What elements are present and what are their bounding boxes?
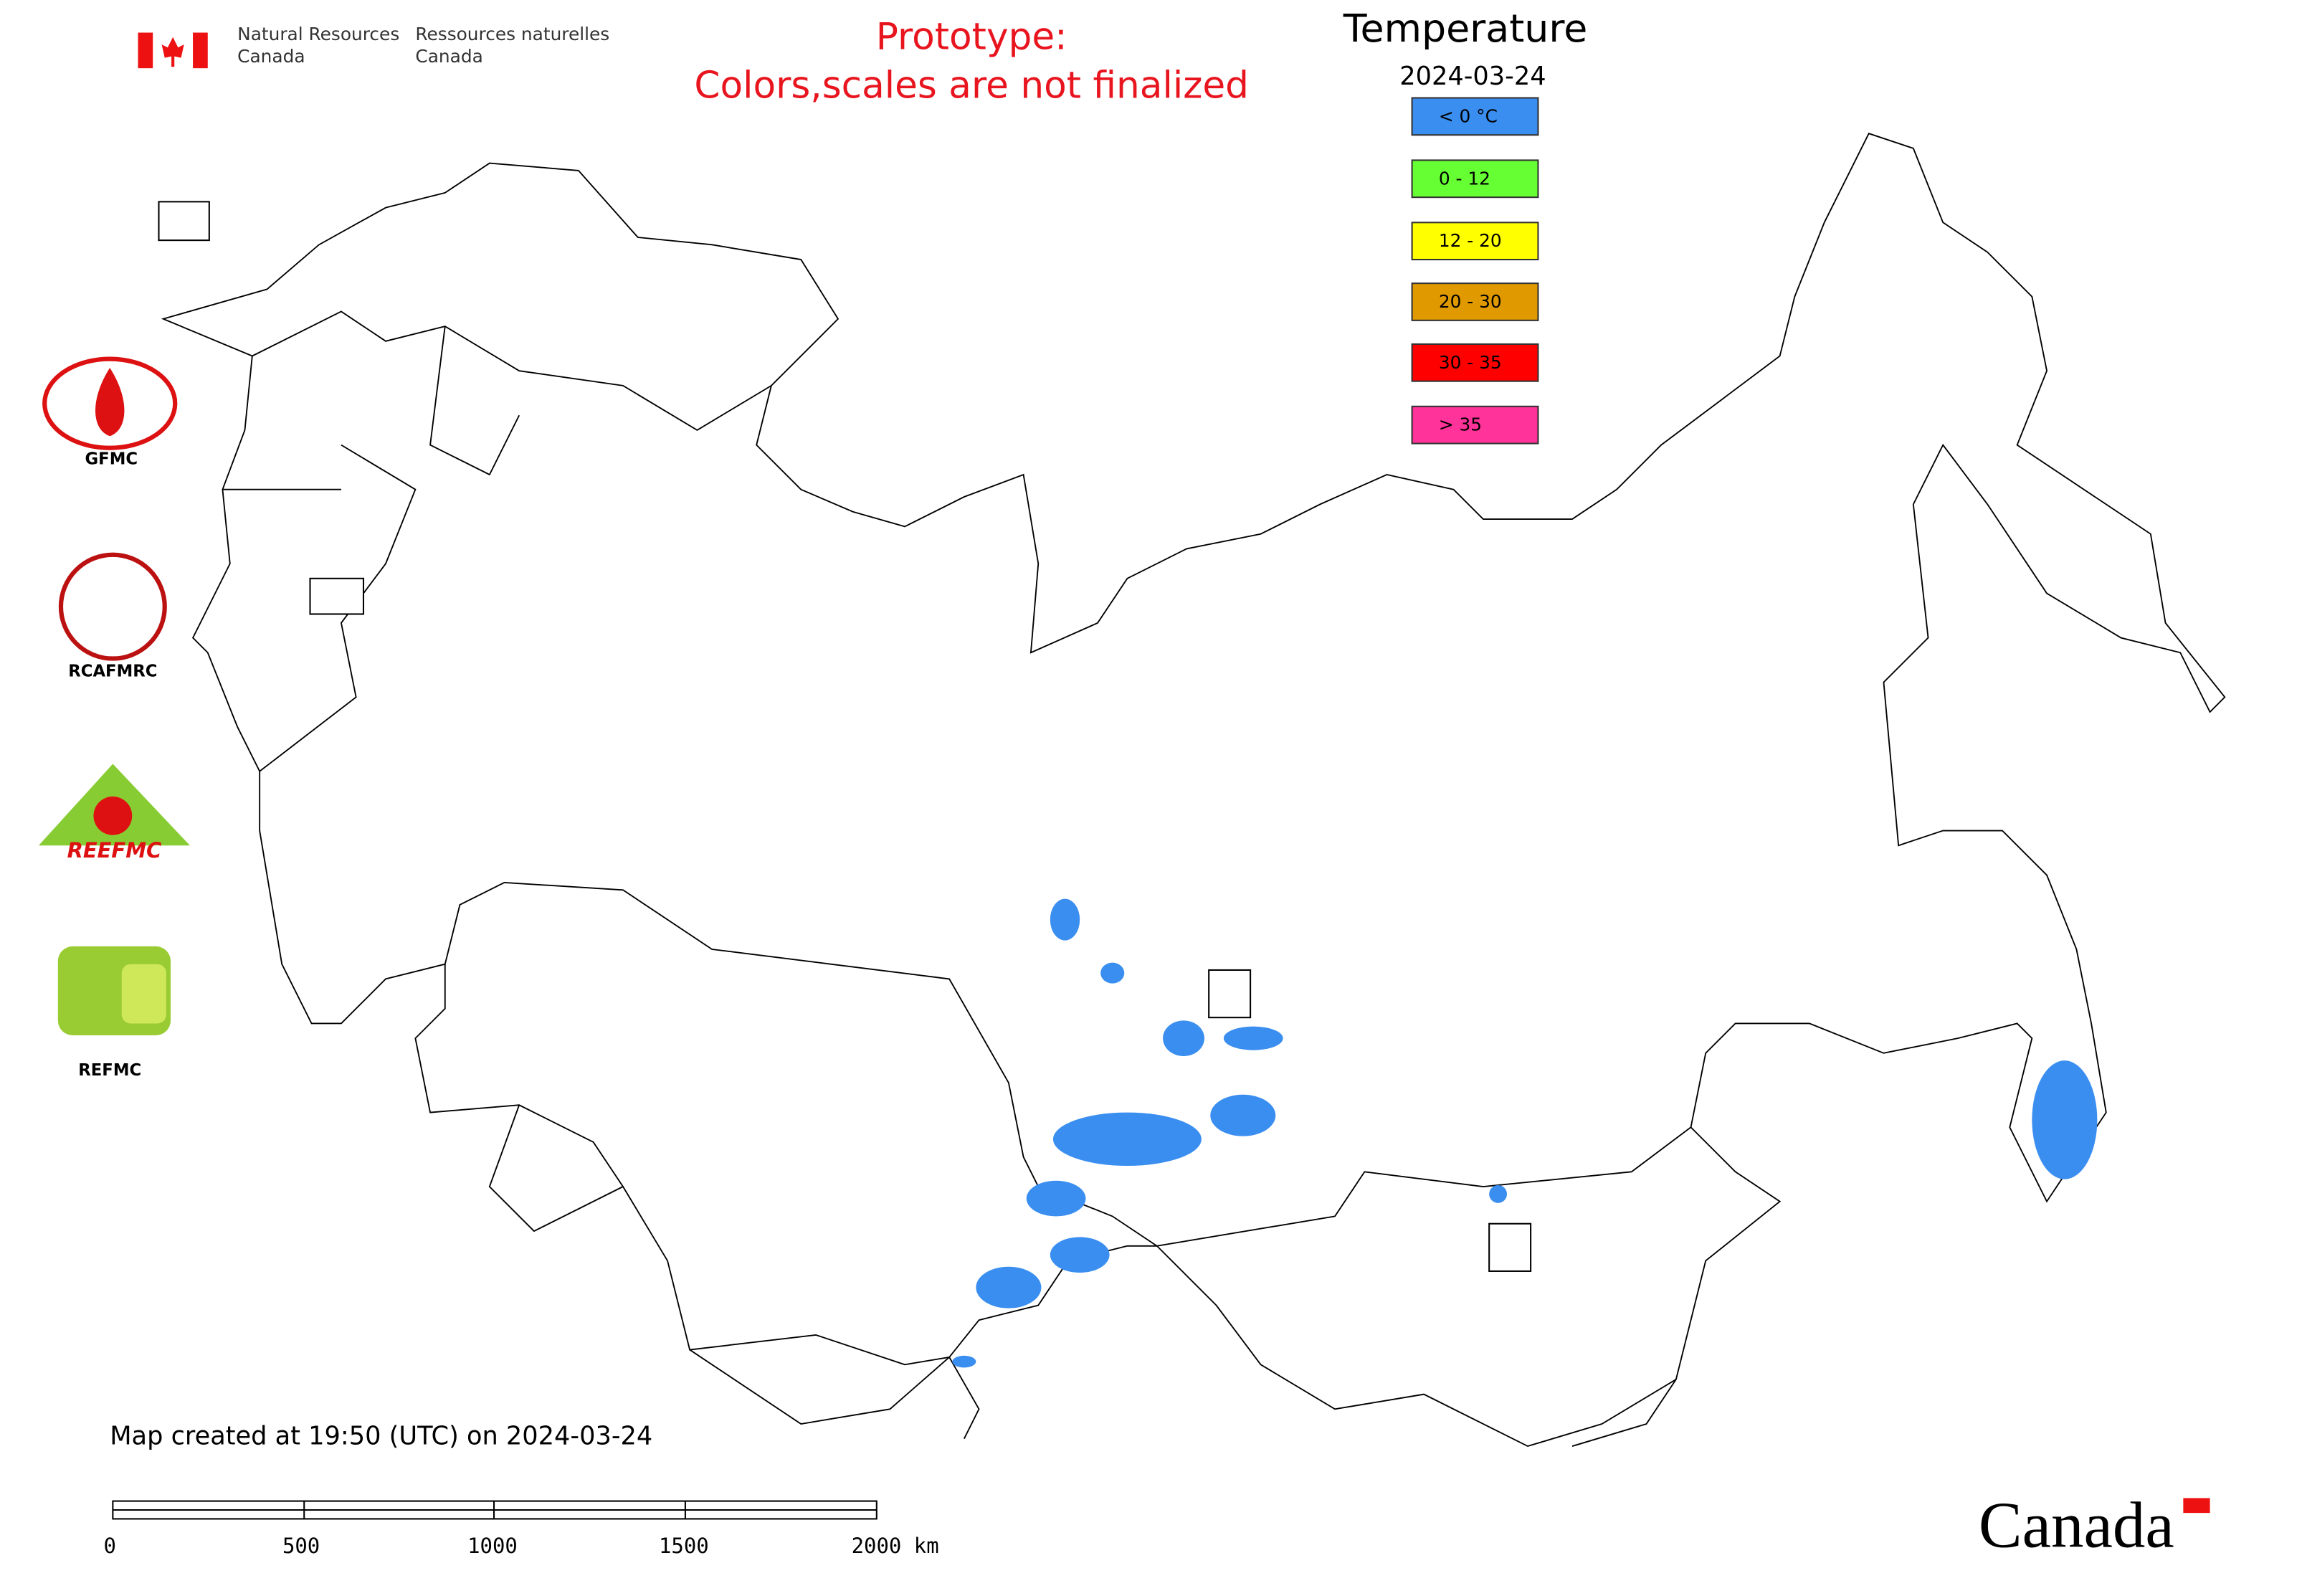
legend-label: > 35 bbox=[1439, 414, 1482, 435]
logo-label: REFMC bbox=[78, 1061, 141, 1080]
temperature-patch bbox=[976, 1266, 1042, 1308]
scale-label: 500 bbox=[282, 1534, 320, 1558]
agency-fr: Ressources naturelles bbox=[415, 24, 609, 44]
temperature-patch bbox=[1050, 1237, 1110, 1273]
logo-label: RCAFMRC bbox=[68, 662, 157, 680]
temperature-patches bbox=[952, 898, 2098, 1368]
legend-date: 2024-03-24 bbox=[1399, 62, 1546, 91]
legend-label: 12 - 20 bbox=[1439, 230, 1502, 251]
temperature-patch bbox=[1026, 1180, 1086, 1217]
notice: Colors,scales are not finalized bbox=[694, 65, 1249, 108]
legend-label: 0 - 12 bbox=[1439, 168, 1490, 189]
scale-bar bbox=[112, 1500, 877, 1520]
temperature-patch bbox=[1163, 1020, 1204, 1056]
country-outline bbox=[1156, 1126, 1782, 1448]
region-outline bbox=[948, 1357, 1677, 1447]
created-note: Map created at 19:50 (UTC) on 2024-03-24 bbox=[110, 1422, 652, 1451]
temperature-patch bbox=[2032, 1060, 2098, 1179]
legend: < 0 °C 0 - 12 12 - 20 20 - 30 30 - 35 > 35 bbox=[1411, 97, 1539, 445]
agency-en: Natural Resources bbox=[237, 24, 399, 44]
legend-swatch bbox=[1411, 222, 1539, 261]
legend-label: 20 - 30 bbox=[1439, 291, 1502, 312]
wordmark-flag bbox=[2183, 1498, 2210, 1514]
agency-fr: Canada bbox=[415, 46, 482, 67]
legend-swatch bbox=[1411, 405, 1539, 445]
logo-label: GFMC bbox=[85, 450, 138, 469]
map bbox=[161, 133, 2226, 1448]
temperature-patch bbox=[952, 1355, 976, 1368]
agency-en: Canada bbox=[237, 46, 305, 67]
scale-label: 2000 km bbox=[852, 1534, 939, 1558]
legend-swatch bbox=[1411, 97, 1539, 136]
legend-swatch bbox=[1411, 159, 1539, 199]
legend-title: Temperature bbox=[1343, 6, 1588, 51]
temperature-patch bbox=[1052, 1112, 1202, 1167]
logo-label: REEFMC bbox=[67, 838, 162, 863]
country-outline bbox=[161, 133, 2226, 1247]
temperature-patch bbox=[1489, 1184, 1508, 1203]
wordmark: Canada bbox=[1979, 1489, 2174, 1562]
legend-label: 30 - 35 bbox=[1439, 352, 1502, 373]
temperature-patch bbox=[1210, 1094, 1276, 1136]
legend-label: < 0 °C bbox=[1439, 105, 1498, 126]
notice: Prototype: bbox=[876, 15, 1067, 58]
scale-label: 1500 bbox=[659, 1534, 709, 1558]
country-outline bbox=[488, 1104, 950, 1425]
temperature-patch bbox=[1223, 1026, 1283, 1050]
temperature-patch bbox=[1100, 962, 1125, 984]
scale-label: 1000 bbox=[467, 1534, 518, 1558]
scale-label: 0 bbox=[104, 1534, 116, 1558]
temperature-patch bbox=[1050, 898, 1080, 941]
flag bbox=[138, 32, 208, 69]
legend-swatch bbox=[1411, 343, 1539, 382]
logos: GFMC RCAFMRC REEFMC REFMC bbox=[38, 201, 1532, 1272]
legend-swatch bbox=[1411, 282, 1539, 321]
